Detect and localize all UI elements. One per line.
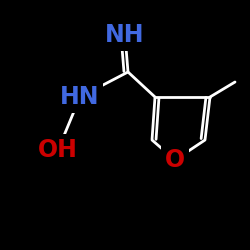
Text: NH: NH bbox=[105, 23, 145, 47]
Text: OH: OH bbox=[38, 138, 78, 162]
Text: O: O bbox=[165, 148, 185, 172]
Text: HN: HN bbox=[60, 85, 100, 109]
